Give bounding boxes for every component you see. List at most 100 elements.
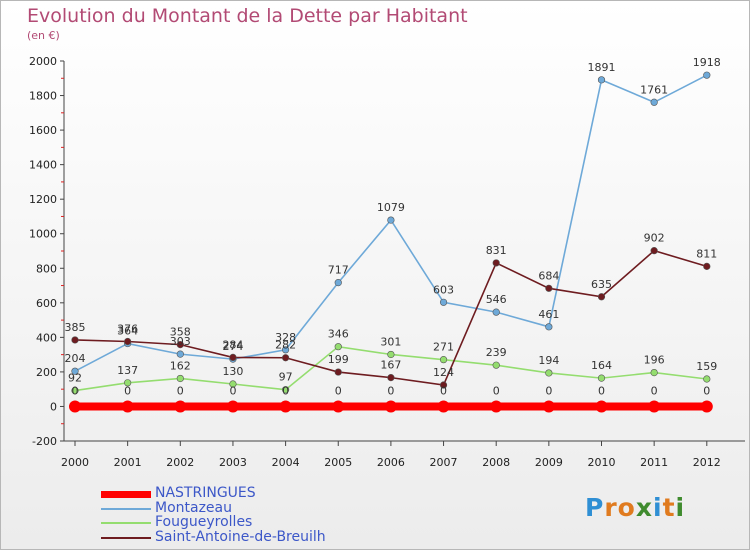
y-tick-label: 200: [36, 366, 57, 379]
data-point: [384, 400, 397, 413]
data-label: 0: [335, 384, 342, 397]
x-tick-label: 2006: [377, 456, 405, 469]
legend-label: Fougueyrolles: [155, 514, 253, 530]
legend-swatch: [101, 491, 151, 498]
data-label: 376: [117, 323, 138, 336]
y-tick-label: 1600: [29, 124, 57, 137]
data-label: 0: [440, 384, 447, 397]
logo-letter: P: [585, 493, 605, 522]
data-point: [387, 374, 395, 382]
logo-letter: i: [675, 493, 686, 522]
y-tick-label: 800: [36, 262, 57, 275]
data-label: 0: [387, 384, 394, 397]
x-tick-label: 2000: [61, 456, 89, 469]
data-point: [229, 380, 237, 388]
data-label: 0: [545, 384, 552, 397]
data-label: 162: [170, 359, 191, 372]
data-label: 204: [65, 352, 86, 365]
data-point: [437, 400, 450, 413]
data-label: 137: [117, 364, 138, 377]
data-point: [650, 247, 658, 255]
data-point: [439, 356, 448, 364]
y-tick-label: 1000: [29, 228, 57, 241]
data-point: [71, 336, 79, 344]
data-point: [334, 343, 342, 351]
x-tick-label: 2002: [166, 456, 194, 469]
data-label: 831: [486, 244, 507, 257]
data-label: 0: [493, 384, 500, 397]
data-label: 1891: [588, 61, 616, 74]
logo-letter: r: [604, 493, 618, 522]
chart-title: Evolution du Montant de la Dette par Hab…: [27, 5, 468, 27]
data-label: 92: [68, 372, 82, 385]
data-point: [439, 298, 448, 306]
data-point: [174, 400, 187, 413]
data-label: 385: [65, 321, 86, 334]
data-point: [542, 400, 555, 413]
y-tick-label: 600: [36, 297, 57, 310]
data-label: 164: [591, 359, 612, 372]
x-tick-label: 2004: [272, 456, 300, 469]
data-point: [282, 346, 290, 354]
data-point: [71, 386, 79, 395]
data-point: [176, 374, 184, 383]
data-point: [334, 368, 342, 376]
data-label: 274: [222, 340, 243, 353]
data-point: [700, 400, 713, 413]
data-label: 364: [117, 325, 138, 338]
data-point: [545, 284, 553, 292]
data-label: 196: [644, 354, 665, 367]
y-tick-label: 1800: [29, 90, 57, 103]
data-label: 0: [598, 384, 605, 397]
data-point: [597, 76, 606, 84]
data-label: 282: [275, 339, 296, 352]
data-label: 167: [380, 359, 401, 372]
data-label: 461: [538, 308, 559, 321]
data-point: [648, 400, 661, 413]
data-point: [279, 400, 292, 413]
data-label: 346: [328, 328, 349, 341]
x-tick-label: 2010: [588, 456, 616, 469]
x-tick-label: 2001: [114, 456, 142, 469]
legend-swatch: [101, 522, 151, 524]
data-point: [334, 279, 342, 287]
data-label: 0: [124, 384, 131, 397]
y-tick-label: 1200: [29, 193, 57, 206]
y-tick-label: 0: [50, 400, 57, 413]
legend-label: NASTRINGUES: [155, 485, 256, 501]
legend-swatch: [101, 508, 151, 510]
data-label: 902: [644, 232, 665, 245]
data-label: 0: [651, 384, 658, 397]
data-point: [121, 400, 134, 413]
data-label: 0: [703, 384, 710, 397]
data-point: [545, 369, 553, 377]
data-label: 0: [72, 384, 79, 397]
x-tick-label: 2009: [535, 456, 563, 469]
proxiti-logo: Proxiti: [585, 493, 685, 522]
data-label: 194: [538, 354, 559, 367]
data-point: [124, 379, 132, 387]
data-label: 635: [591, 278, 612, 291]
data-label: 0: [282, 384, 289, 397]
y-tick-label: 2000: [29, 55, 57, 68]
data-point: [282, 354, 290, 362]
y-tick-label: 1400: [29, 159, 57, 172]
data-point: [492, 308, 500, 316]
data-point: [703, 375, 711, 383]
data-point: [176, 350, 184, 358]
x-tick-label: 2012: [693, 456, 721, 469]
data-label: 130: [222, 365, 243, 378]
logo-letter: i: [653, 493, 663, 522]
data-label: 0: [177, 384, 184, 397]
data-label: 239: [486, 346, 507, 359]
x-tick-label: 2007: [430, 456, 458, 469]
data-label: 603: [433, 283, 454, 296]
legend-label: Saint-Antoine-de-Breuilh: [155, 529, 326, 545]
data-label: 811: [696, 247, 717, 260]
data-label: 97: [279, 371, 293, 384]
logo-letter: o: [617, 493, 636, 522]
data-label: 303: [170, 335, 191, 348]
data-label: 1761: [640, 83, 668, 96]
logo-letter: t: [662, 493, 676, 522]
data-point: [124, 337, 132, 346]
